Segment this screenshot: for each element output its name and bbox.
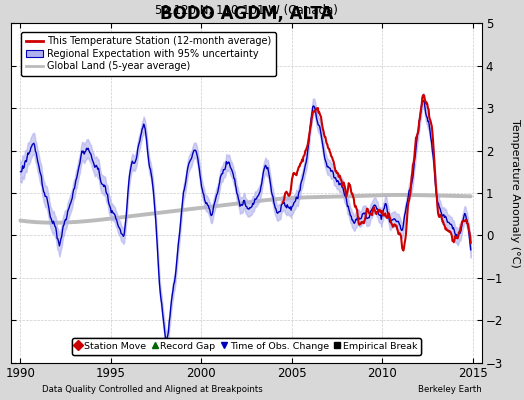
- Y-axis label: Temperature Anomaly (°C): Temperature Anomaly (°C): [510, 119, 520, 267]
- Text: 52.120 N, 110.101 W (Canada): 52.120 N, 110.101 W (Canada): [155, 4, 338, 16]
- Text: Data Quality Controlled and Aligned at Breakpoints: Data Quality Controlled and Aligned at B…: [42, 385, 263, 394]
- Legend: Station Move, Record Gap, Time of Obs. Change, Empirical Break: Station Move, Record Gap, Time of Obs. C…: [72, 338, 421, 354]
- Text: Berkeley Earth: Berkeley Earth: [418, 385, 482, 394]
- Title: BODO AGDM, ALTA: BODO AGDM, ALTA: [160, 5, 333, 23]
